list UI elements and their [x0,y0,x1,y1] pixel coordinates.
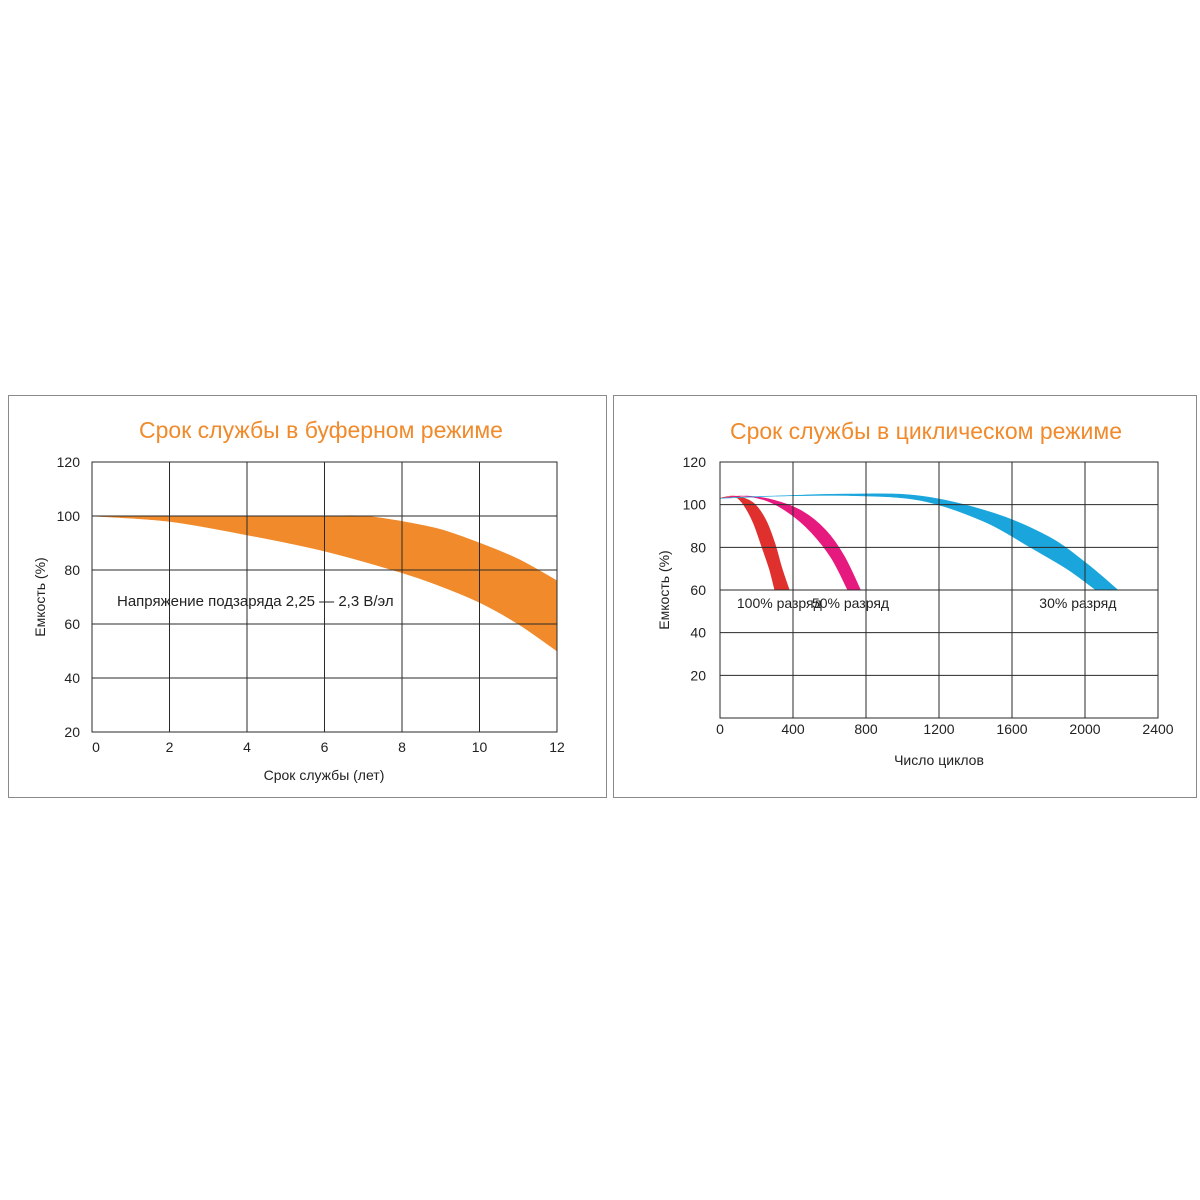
y-tick-label: 100 [683,497,707,513]
x-axis-label: Число циклов [894,752,984,768]
y-tick-label: 20 [690,667,706,683]
y-tick-label: 20 [64,724,80,740]
y-tick-label: 40 [64,670,80,686]
x-tick-label: 0 [92,739,100,755]
x-tick-label: 2400 [1142,721,1173,737]
x-axis-label: Срок службы (лет) [264,767,385,783]
chart-panel-cyclic: Срок службы в циклическом режиме 0 400 800… [613,395,1197,798]
x-tick-label: 1200 [923,721,954,737]
y-axis-label: Емкость (%) [656,550,672,629]
series-label: 100% разряд [737,595,822,611]
y-tick-label: 80 [690,539,706,555]
chart-panel-buffer: Срок службы в буферном режиме 0 2 4 6 8 10 12 2… [8,395,607,798]
x-tick-label: 10 [472,739,488,755]
y-axis-label: Емкость (%) [32,557,48,636]
x-tick-label: 2000 [1069,721,1100,737]
series-label: 50% разряд [812,595,889,611]
series-band-0 [719,495,790,591]
chart-title: Срок службы в буферном режиме [139,417,503,443]
x-tick-label: 8 [398,739,406,755]
y-tick-label: 120 [683,454,707,470]
x-tick-label: 6 [321,739,329,755]
y-tick-label: 60 [690,582,706,598]
y-tick-label: 80 [64,562,80,578]
plot-frame [91,461,558,733]
chart-annotation: Напряжение подзаряда 2,25 — 2,3 В/эл [117,593,394,610]
x-tick-label: 800 [854,721,878,737]
buffer-life-chart: Срок службы в буферном режиме 0 2 4 6 8 10 12 2… [32,417,565,783]
series-label: 30% разряд [1039,595,1116,611]
cyclic-life-chart: Срок службы в циклическом режиме 0 400 800… [656,418,1174,768]
x-tick-label: 12 [549,739,565,755]
x-tick-label: 1600 [996,721,1027,737]
plot-frame [719,461,1159,719]
x-tick-label: 4 [243,739,251,755]
x-tick-label: 400 [781,721,805,737]
y-tick-label: 60 [64,616,80,632]
y-tick-label: 40 [690,625,706,641]
y-tick-label: 120 [57,454,81,470]
chart-title: Срок службы в циклическом режиме [730,418,1122,444]
x-tick-label: 0 [716,721,724,737]
y-tick-label: 100 [57,508,81,524]
x-tick-label: 2 [166,739,174,755]
series-band-1 [719,495,861,591]
